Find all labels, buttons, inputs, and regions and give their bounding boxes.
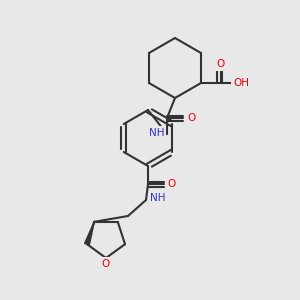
Text: O: O <box>187 113 195 123</box>
Text: NH: NH <box>150 193 166 203</box>
Polygon shape <box>85 222 94 245</box>
Text: NH: NH <box>149 128 165 138</box>
Text: O: O <box>168 179 176 189</box>
Text: OH: OH <box>233 78 249 88</box>
Text: O: O <box>102 259 110 269</box>
Text: O: O <box>217 59 225 69</box>
